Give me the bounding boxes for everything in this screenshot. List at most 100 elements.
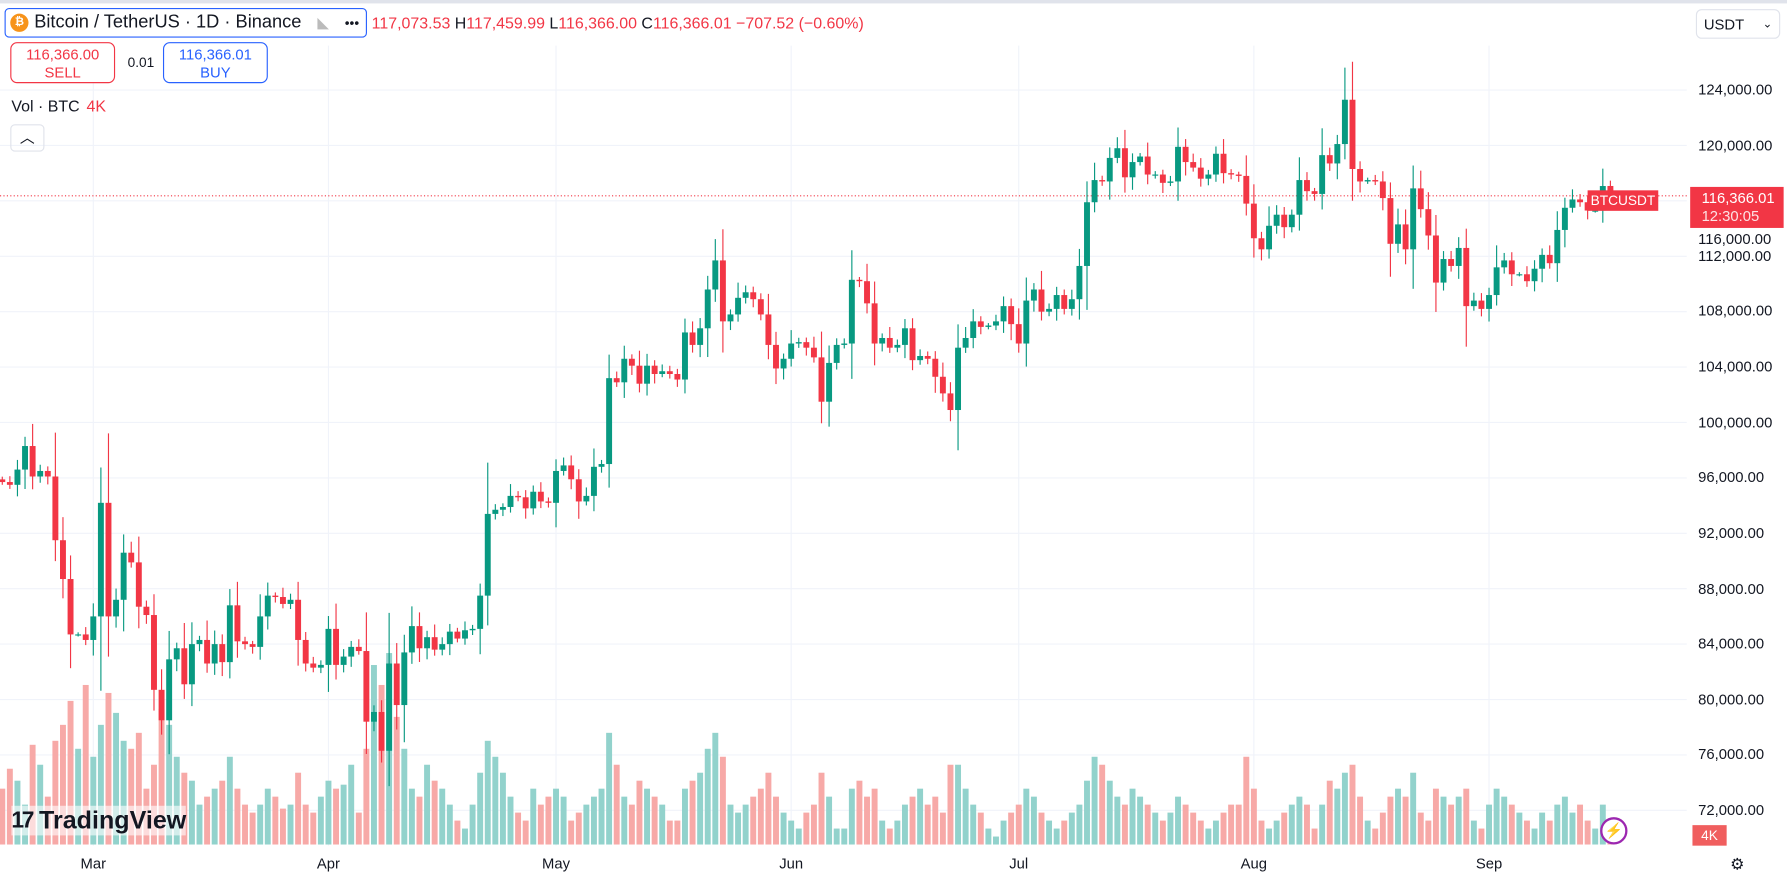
candle-body: [363, 651, 370, 722]
volume-bar: [446, 804, 453, 845]
volume-bar: [120, 740, 127, 845]
volume-bar: [727, 804, 734, 845]
volume-badge: 4K: [1692, 825, 1727, 846]
candle-body: [1319, 155, 1326, 194]
candle-body: [234, 605, 241, 642]
volume-bar: [932, 796, 939, 845]
volume-bar: [477, 772, 484, 845]
collapse-legend-button[interactable]: ︿: [10, 124, 45, 152]
settings-icon[interactable]: ⚙: [1730, 854, 1745, 874]
tradingview-logo[interactable]: 17 TradingView: [11, 805, 187, 836]
candle-body: [386, 663, 393, 751]
candle-body: [1068, 299, 1075, 309]
candle-body: [651, 365, 658, 375]
candle-body: [279, 597, 286, 604]
candle-body: [1243, 175, 1250, 204]
symbol-legend[interactable]: ₿ Bitcoin / TetherUS · 1D · Binance ◣ ••…: [4, 7, 368, 38]
candle-body: [955, 347, 962, 411]
candle-body: [1220, 153, 1227, 174]
candle-body: [1440, 259, 1447, 283]
volume-bar: [1432, 788, 1439, 845]
candle-body: [1121, 148, 1128, 178]
volume-bar: [1592, 828, 1599, 845]
volume-bar: [856, 780, 863, 845]
volume-label: Vol · BTC: [11, 96, 80, 116]
volume-bar: [242, 804, 248, 845]
candle-body: [22, 446, 28, 470]
time-axis-label: Mar: [80, 854, 107, 872]
volume-bar: [29, 744, 36, 845]
volume-bar: [947, 764, 954, 845]
symbol-price-tag: BTCUSDT: [1587, 190, 1659, 211]
candle-body: [295, 599, 302, 640]
more-icon[interactable]: •••: [344, 14, 360, 31]
candle-body: [302, 639, 309, 664]
candle-body: [226, 605, 233, 663]
candle-body: [469, 628, 476, 631]
currency-select[interactable]: USDT ⌄: [1695, 9, 1781, 39]
volume-bar: [575, 812, 582, 845]
volume-bar: [439, 788, 446, 845]
candle-body: [204, 639, 211, 664]
price-axis-label: 72,000.00: [1698, 801, 1765, 819]
candle-body: [1144, 156, 1151, 175]
volume-bar: [1152, 812, 1159, 845]
flag-icon[interactable]: ◣: [317, 13, 329, 31]
candle-body: [166, 659, 173, 721]
candle-body: [947, 393, 954, 411]
candle-body: [158, 689, 165, 721]
volume-bar: [1440, 796, 1447, 845]
candle-body: [598, 464, 605, 467]
spread-value: 0.01: [127, 54, 155, 71]
lightning-icon[interactable]: ⚡: [1600, 817, 1628, 845]
volume-bar: [1554, 804, 1561, 845]
candle-body: [727, 314, 734, 322]
volume-bar: [1288, 804, 1295, 845]
volume-bar: [1417, 812, 1424, 845]
volume-bar: [1159, 820, 1166, 845]
volume-bar: [1463, 788, 1470, 845]
sell-button[interactable]: 116,366.00 SELL: [10, 42, 116, 84]
volume-bar: [901, 804, 908, 845]
candle-body: [97, 502, 104, 617]
volume-bar: [848, 788, 855, 845]
volume-bar: [1357, 796, 1364, 845]
candle-body: [856, 279, 863, 282]
candle-body: [310, 663, 317, 668]
candle-body: [545, 501, 552, 503]
volume-bar: [401, 748, 408, 845]
candle-body: [1137, 156, 1144, 163]
volume-bar: [1561, 796, 1568, 845]
volume-bar: [1137, 796, 1144, 845]
volume-bar: [1167, 812, 1174, 845]
volume-bar: [788, 820, 795, 845]
candle-body: [909, 328, 916, 361]
volume-bar: [378, 684, 385, 845]
volume-bar: [75, 748, 82, 845]
volume-bar: [810, 804, 817, 845]
volume-bar: [750, 796, 757, 845]
candle-body: [993, 321, 999, 326]
sell-price: 116,366.00: [26, 45, 100, 63]
low-value: 116,366.00: [558, 13, 637, 32]
volume-legend[interactable]: Vol · BTC 4K: [11, 97, 106, 115]
volume-bar: [1243, 756, 1250, 845]
candle-body: [575, 479, 582, 502]
volume-bar: [1144, 804, 1151, 845]
volume-bar: [188, 780, 195, 845]
volume-bar: [416, 796, 423, 845]
candle-body: [499, 506, 506, 510]
candle-body: [985, 325, 992, 327]
buy-button[interactable]: 116,366.01 BUY: [162, 42, 268, 84]
candle-body: [553, 470, 559, 503]
price-axis-label: 76,000.00: [1698, 745, 1765, 763]
candle-body: [826, 362, 833, 402]
candle-body: [841, 343, 848, 345]
volume-bar: [606, 732, 613, 845]
candle-body: [29, 446, 36, 477]
volume-bar: [757, 788, 764, 845]
candle-body: [803, 342, 810, 348]
candle-body: [37, 470, 44, 477]
candle-body: [1357, 168, 1364, 182]
